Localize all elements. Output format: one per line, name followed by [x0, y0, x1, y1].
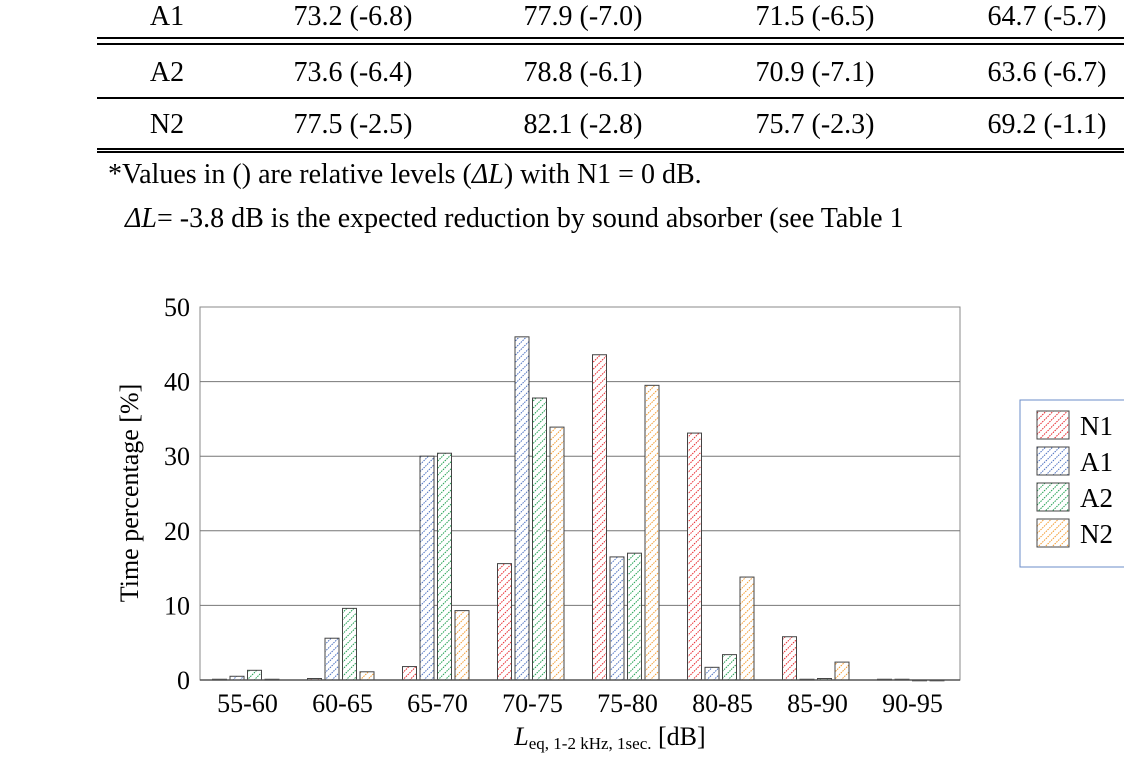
bar-a1 — [514, 336, 530, 681]
delta-l-symbol: ΔL — [471, 159, 504, 190]
table-cell: 63.6 (-6.7) — [987, 57, 1107, 88]
legend-swatch-a2 — [1036, 482, 1070, 512]
note-text: ) with N1 = 0 dB. — [503, 159, 702, 190]
legend-swatch-n2 — [1036, 518, 1070, 548]
x-tick-label: 70-75 — [502, 689, 563, 718]
bar-chart: 0 10 20 30 40 50 55-60 60-65 65-70 70-75 75-80 80-8… — [115, 293, 1124, 753]
bar-a1 — [799, 678, 815, 681]
bar-n1 — [782, 636, 797, 681]
bar-n2 — [549, 426, 565, 681]
bar-a2 — [627, 552, 642, 681]
bar-a1 — [894, 678, 910, 681]
legend-label: N2 — [1080, 519, 1113, 549]
x-tick-label: 85-90 — [787, 689, 848, 718]
note-text: *Values in () are relative levels ( — [108, 159, 472, 190]
y-axis-label: Time percentage [%] — [115, 384, 144, 603]
x-tick-label: 60-65 — [312, 689, 373, 718]
legend-label: A1 — [1080, 447, 1113, 477]
y-tick-label: 40 — [164, 368, 190, 397]
bar-n1 — [212, 678, 227, 681]
x-tick-label: 90-95 — [882, 689, 943, 718]
table-cell: 69.2 (-1.1) — [987, 109, 1107, 140]
legend-label: N1 — [1080, 411, 1113, 441]
table-cell: 75.7 (-2.3) — [755, 109, 875, 140]
bar-n2 — [929, 679, 945, 682]
y-tick-label: 50 — [164, 293, 190, 322]
bar-a2 — [532, 397, 547, 681]
bar-a2 — [437, 452, 452, 681]
bar-n2 — [644, 384, 660, 681]
x-axis-label: Leq, 1-2 kHz, 1sec. [dB] — [513, 722, 705, 753]
table-rule — [97, 43, 1124, 45]
table-cell: 77.9 (-7.0) — [523, 1, 643, 32]
y-tick-label: 0 — [177, 666, 190, 695]
bar-n1 — [687, 432, 702, 681]
table-cell: 77.5 (-2.5) — [293, 109, 413, 140]
legend-swatch-a1 — [1036, 446, 1070, 476]
bar-a1 — [704, 666, 720, 681]
plot-area — [199, 306, 961, 681]
bar-n2 — [739, 576, 755, 681]
bar-a2 — [817, 678, 832, 681]
x-tick-label: 55-60 — [217, 689, 278, 718]
row-label: A2 — [149, 57, 185, 88]
table-note-1: *Values in () are relative levels (ΔL) w… — [108, 158, 702, 192]
bar-a1 — [419, 455, 435, 681]
bar-n1 — [402, 666, 417, 681]
table-cell: 70.9 (-7.1) — [755, 57, 875, 88]
row-label: A1 — [149, 1, 185, 32]
y-tick-label: 30 — [164, 442, 190, 471]
delta-l-symbol: ΔL — [125, 203, 158, 234]
bar-a2 — [247, 669, 262, 681]
table-cell: 82.1 (-2.8) — [523, 109, 643, 140]
bar-a2 — [342, 607, 357, 681]
table-cell: 73.2 (-6.8) — [293, 1, 413, 32]
bar-n2 — [834, 661, 850, 681]
table-rule — [97, 151, 1124, 153]
note-text: = -3.8 dB is the expected reduction by s… — [157, 203, 904, 234]
table-cell: 73.6 (-6.4) — [293, 57, 413, 88]
row-label: N2 — [149, 109, 185, 140]
table-note-2: ΔL = -3.8 dB is the expected reduction b… — [125, 202, 904, 236]
table-cell: 78.8 (-6.1) — [523, 57, 643, 88]
bar-a2 — [912, 679, 927, 682]
y-tick-label: 10 — [164, 591, 190, 620]
x-tick-label: 75-80 — [597, 689, 658, 718]
bar-n1 — [877, 678, 892, 681]
table-rule — [97, 148, 1124, 150]
x-tick-label: 80-85 — [692, 689, 753, 718]
bar-a1 — [324, 637, 340, 681]
table-rule — [97, 97, 1124, 99]
table-cell: 64.7 (-5.7) — [987, 1, 1107, 32]
bar-a1 — [609, 556, 625, 681]
bar-a2 — [722, 654, 737, 681]
bar-n2 — [359, 671, 375, 681]
x-tick-label: 65-70 — [407, 689, 468, 718]
bar-n2 — [454, 610, 470, 681]
bar-n1 — [307, 678, 322, 681]
bar-a1 — [229, 675, 245, 681]
bar-n2 — [264, 678, 280, 681]
table-cell: 71.5 (-6.5) — [755, 1, 875, 32]
legend-label: A2 — [1080, 483, 1113, 513]
legend-box — [1019, 399, 1124, 568]
bar-n1 — [592, 354, 607, 681]
legend-swatch-n1 — [1036, 410, 1070, 440]
table-rule — [97, 37, 1124, 39]
y-tick-label: 20 — [164, 517, 190, 546]
bar-n1 — [497, 563, 512, 681]
